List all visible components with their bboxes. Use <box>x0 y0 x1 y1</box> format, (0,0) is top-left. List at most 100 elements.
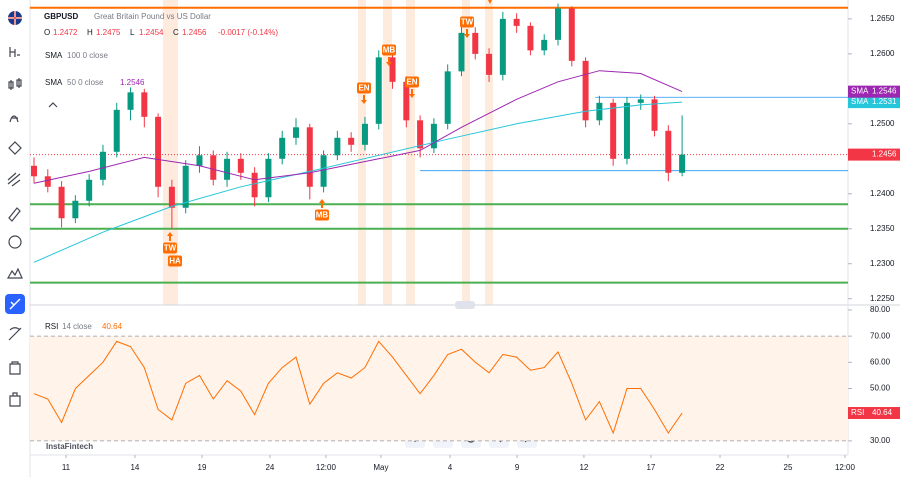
symbol-name: Great Britain Pound vs US Dollar <box>94 12 211 21</box>
symbol: GBPUSD <box>44 12 78 21</box>
tool-icon[interactable] <box>6 267 23 279</box>
last-price-tag-bg <box>848 148 900 161</box>
x-tick-label: 24 <box>265 463 274 472</box>
tool-icon[interactable] <box>8 141 22 155</box>
rsi-tag-label: RSI <box>851 408 864 417</box>
tool-icon[interactable] <box>8 327 22 341</box>
y-tick-label: 80.00 <box>870 305 891 314</box>
annotation-arrow <box>167 232 173 241</box>
ohlc-value: 1.2456 <box>182 28 207 37</box>
candle-body <box>44 176 51 187</box>
candle-body <box>568 8 575 61</box>
ohlc-label: L <box>130 28 135 37</box>
candle-body <box>127 92 134 110</box>
y-tick-label: 70.00 <box>870 331 891 340</box>
tool-icon[interactable] <box>9 392 21 407</box>
watermark: InstaFintech <box>46 442 93 451</box>
x-tick-label: 12:00 <box>835 463 856 472</box>
candle-body <box>72 200 79 219</box>
x-tick-label: 4 <box>448 463 453 472</box>
sma-tag-value: 1.2531 <box>872 97 897 106</box>
tool-icon[interactable] <box>8 235 22 249</box>
ohlc-legend: O 1.2472 H 1.2475 L 1.2454 C 1.2456 -0.0017 (-0.… <box>44 28 278 37</box>
last-price-tag-value: 1.2456 <box>872 150 897 159</box>
ohlc-value: 1.2475 <box>96 28 121 37</box>
candle-body <box>679 154 686 173</box>
annotation-arrow <box>409 89 415 98</box>
candle-body <box>499 18 506 75</box>
annotation-box <box>315 209 329 221</box>
y-tick-label: 1.2600 <box>870 49 895 58</box>
x-tick-label: 19 <box>198 463 207 472</box>
candle-body <box>99 151 106 180</box>
indicator-params: 50 0 close <box>67 78 104 87</box>
signal-arrow <box>488 0 492 4</box>
annotation: TW <box>461 18 474 27</box>
candle-body <box>361 123 368 145</box>
candle-body <box>430 123 437 149</box>
candle-body <box>293 127 300 138</box>
candle-body <box>513 18 520 26</box>
candle-body <box>210 155 217 180</box>
candle-body <box>458 32 465 72</box>
indicator-name: SMA <box>45 51 63 60</box>
tool-icon[interactable] <box>9 361 21 375</box>
candle-body <box>651 99 658 131</box>
candle-body <box>237 158 244 173</box>
tool-icon[interactable] <box>8 78 22 90</box>
y-tick-label: 1.2500 <box>870 119 895 128</box>
candle-body <box>486 53 493 75</box>
annotation: HA <box>169 257 181 266</box>
candle-body <box>444 71 451 124</box>
sma-tag-label: SMA <box>851 97 869 106</box>
annotation-box <box>163 242 177 254</box>
rsi-tag-bg <box>848 407 900 420</box>
x-tick-label: 22 <box>716 463 725 472</box>
ohlc-value: 1.2472 <box>53 28 78 37</box>
indicator-params: 100 0 close <box>67 51 108 60</box>
x-tick-label: May <box>373 463 388 472</box>
rsi-tag-value: 40.64 <box>872 408 893 417</box>
annotation: MB <box>383 46 396 55</box>
candle-body <box>375 57 382 124</box>
candle-body <box>403 81 410 121</box>
tool-icon[interactable] <box>8 207 21 222</box>
x-tick-label: 9 <box>515 463 520 472</box>
candle-body <box>168 186 175 208</box>
tool-icon[interactable] <box>7 172 21 187</box>
annotation-arrow <box>361 95 367 104</box>
ohlc-label: O <box>44 28 50 37</box>
candle-body <box>417 120 424 149</box>
candle-body <box>251 172 258 198</box>
collapse-button[interactable] <box>48 102 58 108</box>
change: -0.0017 (-0.14%) <box>218 28 278 37</box>
candle-body <box>472 32 479 54</box>
y-tick-label: 1.2350 <box>870 224 895 233</box>
sma-tag-bg <box>848 85 900 98</box>
tool-icon[interactable] <box>9 47 20 57</box>
ohlc-label: H <box>87 28 93 37</box>
annotation: EN <box>406 78 417 87</box>
pane-handle[interactable] <box>455 301 475 309</box>
candle-body <box>196 155 203 166</box>
y-tick-label: 50.00 <box>870 384 891 393</box>
rsi-params: 14 close <box>62 322 92 331</box>
candle-body <box>224 158 231 180</box>
candle-body <box>113 109 120 152</box>
indicator-name: SMA <box>45 78 63 87</box>
annotation: EN <box>358 84 369 93</box>
candle-body <box>582 60 589 121</box>
x-tick-label: 14 <box>130 463 139 472</box>
annotation-arrow <box>464 29 470 38</box>
candle-body <box>389 57 396 82</box>
annotation-box <box>357 82 371 94</box>
candle-body <box>279 137 286 159</box>
toolbar <box>5 0 31 477</box>
x-tick-label: 12 <box>579 463 588 472</box>
tool-icon[interactable] <box>9 115 19 123</box>
x-tick-label: 17 <box>646 463 655 472</box>
annotation: MB <box>316 211 329 220</box>
y-tick-label: 1.2300 <box>870 259 895 268</box>
candle-body <box>555 8 562 40</box>
